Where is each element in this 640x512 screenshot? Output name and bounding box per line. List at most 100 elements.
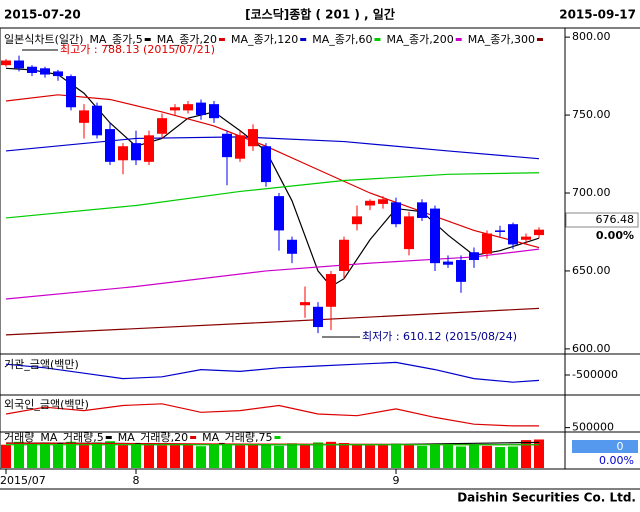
candle-body xyxy=(209,104,219,119)
line xyxy=(5,307,540,336)
chart-title: [코스닥]종합 ( 201 ) , 일간 xyxy=(245,7,395,22)
volume-bar xyxy=(495,447,505,468)
legend-label: MA_종가,200 xyxy=(386,33,453,46)
volume-bar xyxy=(222,443,232,468)
y-tick-label: 650.00 xyxy=(572,264,611,277)
volume-bar xyxy=(157,445,167,468)
volume-bar xyxy=(443,445,453,468)
volume-bar xyxy=(235,445,245,468)
candle-body xyxy=(430,208,440,264)
volume-bar xyxy=(339,442,349,468)
legend-label: MA_종가,5 xyxy=(89,33,142,46)
candle-body xyxy=(157,118,167,134)
y-tick-label: 600.00 xyxy=(572,342,611,355)
volume-bar xyxy=(430,444,440,468)
volume-bar xyxy=(14,441,24,468)
volume-bar xyxy=(92,442,102,468)
volume-bar xyxy=(118,444,128,468)
legend-label: MA_종가,300 xyxy=(468,33,535,46)
candle-body xyxy=(417,202,427,218)
volume-bar xyxy=(66,441,76,468)
legend-swatch xyxy=(300,38,307,41)
volume-bar xyxy=(209,444,219,468)
legend-label: MA_종가,120 xyxy=(231,33,298,46)
candle-body xyxy=(300,302,310,306)
volume-bar xyxy=(183,444,193,468)
candle-body xyxy=(391,202,401,225)
volume-bar xyxy=(1,444,11,468)
volume-bar xyxy=(40,442,50,468)
volume-bar xyxy=(508,446,518,468)
volume-bar xyxy=(131,442,141,468)
candle-body xyxy=(261,146,271,183)
candle-body xyxy=(222,133,232,158)
volume-bar xyxy=(287,443,297,468)
y-tick-label: -500000 xyxy=(572,368,618,381)
volume-bar xyxy=(313,442,323,468)
candle-body xyxy=(144,135,154,162)
volume-bar xyxy=(404,444,414,468)
legend-swatch xyxy=(105,436,112,439)
candle-body xyxy=(378,199,388,204)
candle-body xyxy=(170,107,180,111)
current-value: 0 xyxy=(617,440,624,453)
legend-label: MA_거래량,20 xyxy=(118,431,188,444)
volume-bar xyxy=(365,445,375,468)
panel-title: 기관_금액(백만) xyxy=(4,358,79,371)
y-tick-label: 800.00 xyxy=(572,30,611,43)
line xyxy=(5,248,540,300)
legend-swatch xyxy=(144,38,151,41)
candle-body xyxy=(534,229,544,236)
y-tick-label: 500000 xyxy=(572,421,614,434)
legend-swatch xyxy=(218,38,225,41)
candle-body xyxy=(469,252,479,261)
candle-body xyxy=(482,233,492,254)
volume-bar xyxy=(469,444,479,468)
candle-body xyxy=(105,129,115,162)
current-change: 0.00% xyxy=(599,454,634,467)
legend-swatch xyxy=(190,436,197,439)
volume-bar xyxy=(79,443,89,468)
candle-body xyxy=(53,71,63,77)
legend-swatch xyxy=(374,38,381,41)
volume-bar xyxy=(326,441,336,468)
volume-bar xyxy=(53,444,63,468)
legend-label: MA_거래량,75 xyxy=(202,431,272,444)
start-date: 2015-07-20 xyxy=(4,8,81,22)
volume-bar xyxy=(196,446,206,468)
x-tick-label: 8 xyxy=(133,474,140,487)
volume-bar xyxy=(300,444,310,468)
last-value-box xyxy=(565,212,639,228)
candle-body xyxy=(287,239,297,254)
candle-body xyxy=(196,102,206,116)
end-date: 2015-09-17 xyxy=(559,8,636,22)
panel-title: 외국인_금액(백만) xyxy=(4,398,89,411)
legend-label: MA_종가,20 xyxy=(157,33,217,46)
change-label: 0.00% xyxy=(596,229,634,242)
x-tick-label: 2015/07 xyxy=(0,474,46,487)
candle-body xyxy=(339,239,349,271)
panel-title: 일본식차트(일간) xyxy=(4,32,83,46)
line xyxy=(5,172,540,219)
volume-bar xyxy=(521,440,531,468)
company: Daishin Securities Co. Ltd. xyxy=(457,491,636,505)
volume-bar xyxy=(144,443,154,468)
line xyxy=(5,361,540,383)
candle-body xyxy=(79,110,89,123)
volume-bar xyxy=(170,444,180,468)
volume-bar xyxy=(261,444,271,468)
high-annotation: 최고가 : 788.13 (2015/07/21) xyxy=(60,43,215,56)
candle-body xyxy=(495,230,505,232)
value-box xyxy=(572,440,638,453)
candle-body xyxy=(274,196,284,231)
candle-body xyxy=(118,146,128,161)
candle-body xyxy=(40,68,50,75)
y-tick-label: 750.00 xyxy=(572,108,611,121)
panel-title: 거래량 xyxy=(4,431,34,444)
volume-bar xyxy=(378,444,388,468)
legend-label: MA_거래량,5 xyxy=(40,431,103,444)
volume-bar xyxy=(482,445,492,468)
candle-body xyxy=(404,216,414,250)
volume-bar xyxy=(391,443,401,468)
